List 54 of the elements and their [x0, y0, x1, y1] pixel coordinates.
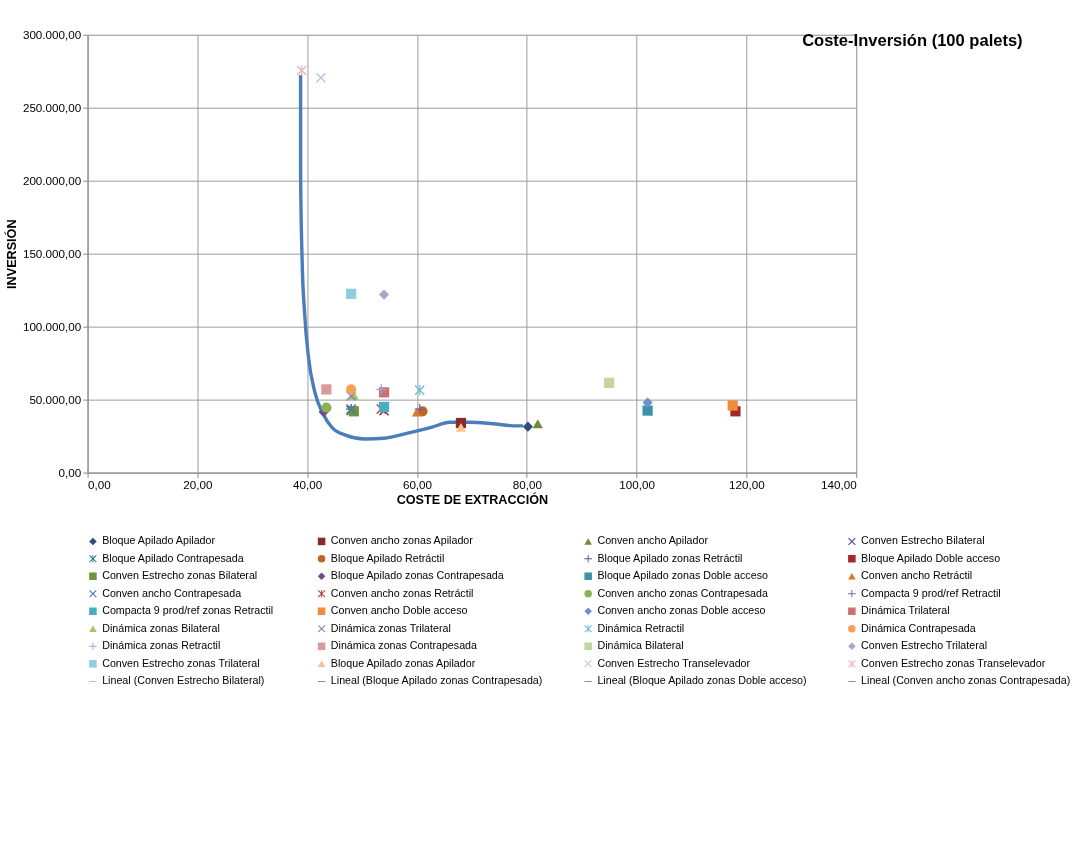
legend-label: Lineal (Bloque Apilado zonas Doble acceso)	[597, 674, 807, 687]
legend-label: Dinámica Trilateral	[861, 604, 950, 617]
x-tick-label: 60,00	[402, 477, 433, 491]
y-tick-label: 300.000,00	[22, 28, 82, 42]
legend-label: Dinámica zonas Bilateral	[102, 621, 220, 634]
legend-label: Conven Estrecho zonas Transelevador	[861, 656, 1046, 669]
legend-label: Conven ancho zonas Retráctil	[330, 586, 474, 599]
legend-label: Bloque Apilado Contrapesada	[102, 551, 244, 564]
legend-label: Dinámica Bilateral	[597, 639, 684, 652]
legend-label: Bloque Apilado Apilador	[102, 534, 216, 547]
legend-label: Dinámica zonas Trilateral	[330, 621, 451, 634]
legend-label: Conven ancho Doble acceso	[330, 604, 468, 617]
x-tick-label: 140,00	[821, 477, 858, 491]
y-tick-label: 150.000,00	[22, 247, 82, 261]
legend-label: Conven ancho Apilador	[597, 534, 709, 547]
legend-label: Bloque Apilado Doble acceso	[861, 551, 1001, 564]
text: Coste-Inversión (100 palets)	[802, 31, 1023, 51]
legend-label: Bloque Apilado zonas Contrapesada	[330, 569, 504, 582]
x-tick-label: 20,00	[183, 477, 213, 491]
legend-label: Dinámica zonas Retractil	[102, 639, 221, 652]
legend-label: Conven ancho zonas Apilador	[330, 534, 474, 547]
legend-label: Lineal (Bloque Apilado zonas Contrapesada)	[330, 674, 543, 687]
legend-label: Conven ancho zonas Doble acceso	[597, 604, 766, 617]
legend-label: Conven Estrecho Trilateral	[861, 639, 988, 652]
x-tick-label: 100,00	[619, 477, 656, 491]
legend-label: Lineal (Conven Estrecho Bilateral)	[102, 674, 265, 687]
x-tick-label: 120,00	[729, 477, 766, 491]
legend-label: Bloque Apilado Retráctil	[330, 551, 445, 564]
x-tick-label: 0,00	[88, 477, 112, 491]
y-tick-label: 200.000,00	[22, 174, 82, 188]
legend-label: Conven Estrecho zonas Trilateral	[102, 656, 260, 669]
legend-label: Bloque Apilado zonas Doble acceso	[597, 569, 768, 582]
legend-label: Dinámica Retractil	[597, 621, 685, 634]
y-tick-label: 100.000,00	[22, 320, 82, 334]
legend-label: Conven ancho Retráctil	[861, 569, 973, 582]
legend-label: Conven Estrecho zonas Bilateral	[102, 569, 258, 582]
y-tick-label: 250.000,00	[22, 101, 82, 115]
legend-label: Bloque Apilado zonas Retráctil	[597, 551, 743, 564]
legend-label: Dinámica Contrapesada	[861, 621, 976, 634]
legend-label: Compacta 9 prod/ref zonas Retractil	[102, 604, 274, 617]
legend-label: Compacta 9 prod/ref Retractil	[861, 586, 1001, 599]
legend-label: Conven Estrecho Transelevador	[597, 656, 751, 669]
legend-label: Bloque Apilado zonas Apilador	[330, 656, 476, 669]
y-tick-label: 50.000,00	[29, 393, 82, 407]
y-tick-label: 0,00	[58, 465, 82, 479]
legend-label: Lineal (Conven ancho zonas Contrapesada)	[861, 674, 1071, 687]
legend-label: Conven Estrecho Bilateral	[861, 534, 985, 547]
x-axis-title: COSTE DE EXTRACCIÓN	[396, 492, 549, 508]
x-tick-label: 40,00	[293, 477, 323, 491]
legend-label: Dinámica zonas Contrapesada	[330, 639, 478, 652]
y-axis-title: INVERSIÓN	[4, 219, 19, 289]
x-tick-label: 80,00	[512, 477, 543, 491]
legend-label: Conven ancho Contrapesada	[102, 586, 242, 599]
legend-label: Conven ancho zonas Contrapesada	[597, 586, 768, 599]
